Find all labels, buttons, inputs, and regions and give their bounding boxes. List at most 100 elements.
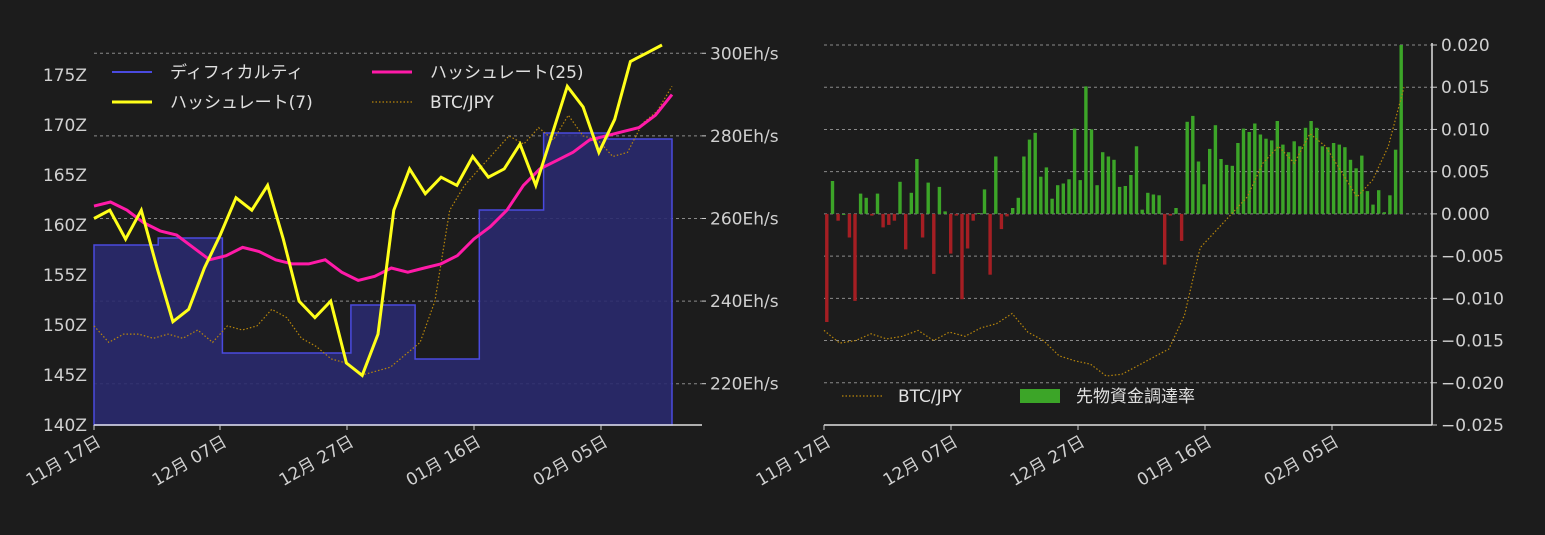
funding-rate-bar bbox=[982, 189, 987, 214]
funding-rate-bar bbox=[1050, 198, 1054, 214]
funding-rate-bar bbox=[1224, 164, 1229, 214]
x-tick-label: 11月 17日 bbox=[23, 432, 105, 491]
y-left-tick-label: 140Z bbox=[43, 416, 87, 436]
funding-rate-bar bbox=[1298, 146, 1302, 214]
funding-rate-bar bbox=[1033, 132, 1037, 214]
funding-rate-bar bbox=[1157, 195, 1161, 214]
funding-rate-bar bbox=[1179, 213, 1184, 241]
funding-rate-bar bbox=[937, 186, 942, 214]
funding-rate-bar bbox=[1331, 143, 1336, 214]
y-tick-label: 0.010 bbox=[1441, 120, 1490, 140]
funding-rate-bar bbox=[932, 213, 936, 274]
funding-rate-bar bbox=[1258, 134, 1263, 214]
funding-rate-bar bbox=[887, 213, 891, 225]
funding-rate-bar bbox=[1067, 179, 1071, 214]
funding-rate-bar bbox=[1236, 143, 1240, 214]
funding-rate-bar bbox=[965, 213, 970, 249]
funding-rate-bar bbox=[1185, 121, 1189, 214]
funding-rate-bar bbox=[1365, 191, 1370, 214]
y-tick-label: 0.000 bbox=[1441, 205, 1490, 225]
y-tick-label: 0.015 bbox=[1441, 78, 1490, 98]
x-tick-label: 01月 16日 bbox=[403, 432, 485, 491]
y-left-tick-label: 145Z bbox=[43, 366, 87, 386]
funding-rate-bar bbox=[1343, 147, 1347, 214]
x-tick-label: 02月 05日 bbox=[530, 432, 612, 491]
funding-rate-bar bbox=[1371, 204, 1375, 214]
funding-rate-bar bbox=[1039, 176, 1043, 214]
y-right-tick-label: 300Eh/s bbox=[710, 44, 779, 64]
funding-rate-bar bbox=[1281, 144, 1285, 214]
legend-label: ディフィカルティ bbox=[170, 62, 303, 83]
funding-rate-bar bbox=[1084, 86, 1088, 214]
funding-rate-bar bbox=[1191, 115, 1195, 214]
funding-rate-bar bbox=[1089, 129, 1094, 214]
funding-rate-bar bbox=[954, 213, 958, 216]
funding-rate-bar bbox=[1078, 180, 1082, 214]
y-left-tick-label: 170Z bbox=[43, 116, 87, 136]
funding-rate-bar bbox=[842, 213, 846, 215]
funding-rate-bar bbox=[926, 182, 930, 214]
funding-rate-bar bbox=[1095, 185, 1099, 214]
funding-rate-bar bbox=[1393, 149, 1398, 214]
y-left-tick-label: 155Z bbox=[43, 266, 87, 286]
btc-jpy-line bbox=[93, 85, 673, 377]
btc-jpy-line bbox=[823, 87, 1405, 377]
funding-rate-bar bbox=[1027, 139, 1032, 214]
y-tick-label: −0.010 bbox=[1441, 289, 1504, 309]
funding-rate-bar bbox=[1326, 147, 1330, 214]
funding-rate-bar bbox=[909, 192, 913, 214]
funding-rate-bar bbox=[836, 213, 840, 221]
funding-rate-bar bbox=[1253, 123, 1257, 214]
y-right-tick-label: 260Eh/s bbox=[710, 209, 779, 229]
funding-rate-bar bbox=[1140, 209, 1144, 214]
funding-rate-bar bbox=[1337, 144, 1341, 214]
legend-label: 先物資金調達率 bbox=[1076, 387, 1195, 407]
funding-rate-bar bbox=[949, 213, 953, 254]
funding-rate-bar bbox=[881, 213, 885, 228]
hashrate-25-line bbox=[93, 93, 674, 282]
y-tick-label: −0.020 bbox=[1441, 374, 1504, 394]
funding-rate-bar bbox=[825, 213, 829, 322]
y-left-tick-label: 175Z bbox=[43, 66, 87, 86]
y-left-tick-label: 150Z bbox=[43, 316, 87, 336]
y-tick-label: 0.020 bbox=[1441, 36, 1490, 56]
funding-rate-bar bbox=[1044, 167, 1049, 214]
funding-rate-bar bbox=[1360, 155, 1364, 214]
funding-rate-bar bbox=[1072, 128, 1077, 214]
funding-rate-bar bbox=[994, 156, 998, 214]
funding-rate-chart: 0.020 0.015 0.010 0.005 0.000 −0.005 −0.010 −0.… bbox=[753, 36, 1504, 491]
y-tick-label: −0.025 bbox=[1441, 416, 1504, 436]
funding-rate-bar bbox=[1112, 159, 1116, 214]
x-tick-label: 02月 05日 bbox=[1261, 432, 1343, 491]
funding-rate-bar bbox=[1382, 212, 1386, 214]
x-tick-label: 12月 07日 bbox=[880, 432, 962, 491]
funding-rate-bar bbox=[1146, 192, 1150, 214]
funding-rate-bar bbox=[1309, 121, 1313, 214]
funding-rate-bar bbox=[1320, 146, 1325, 214]
funding-rate-bar bbox=[1315, 127, 1319, 214]
funding-rate-bar bbox=[1005, 213, 1009, 217]
y-right-tick-label: 240Eh/s bbox=[710, 292, 779, 312]
y-right-tick-label: 220Eh/s bbox=[710, 375, 779, 395]
funding-rate-bar bbox=[904, 213, 908, 250]
funding-rate-bar bbox=[988, 213, 992, 275]
funding-rate-bar bbox=[1123, 186, 1127, 214]
funding-rate-bar bbox=[1056, 185, 1060, 214]
funding-rate-bar bbox=[1022, 156, 1026, 214]
funding-rate-bar bbox=[892, 213, 897, 221]
funding-rate-bar bbox=[1230, 165, 1234, 214]
y-left-tick-label: 165Z bbox=[43, 166, 87, 186]
funding-rate-bar bbox=[1303, 127, 1308, 214]
funding-rate-bar bbox=[1174, 208, 1178, 214]
funding-rate-bar bbox=[858, 193, 863, 214]
funding-rate-bar bbox=[1377, 190, 1381, 214]
funding-rate-bar bbox=[1117, 186, 1122, 214]
funding-rate-bar bbox=[1213, 125, 1218, 214]
funding-rate-bar bbox=[1134, 146, 1139, 214]
funding-rate-bar bbox=[1270, 140, 1274, 214]
y-right-tick-label: 280Eh/s bbox=[710, 127, 779, 147]
funding-rate-bar bbox=[853, 213, 857, 301]
legend-swatch bbox=[1020, 389, 1060, 403]
x-tick-label: 12月 27日 bbox=[1007, 432, 1089, 491]
